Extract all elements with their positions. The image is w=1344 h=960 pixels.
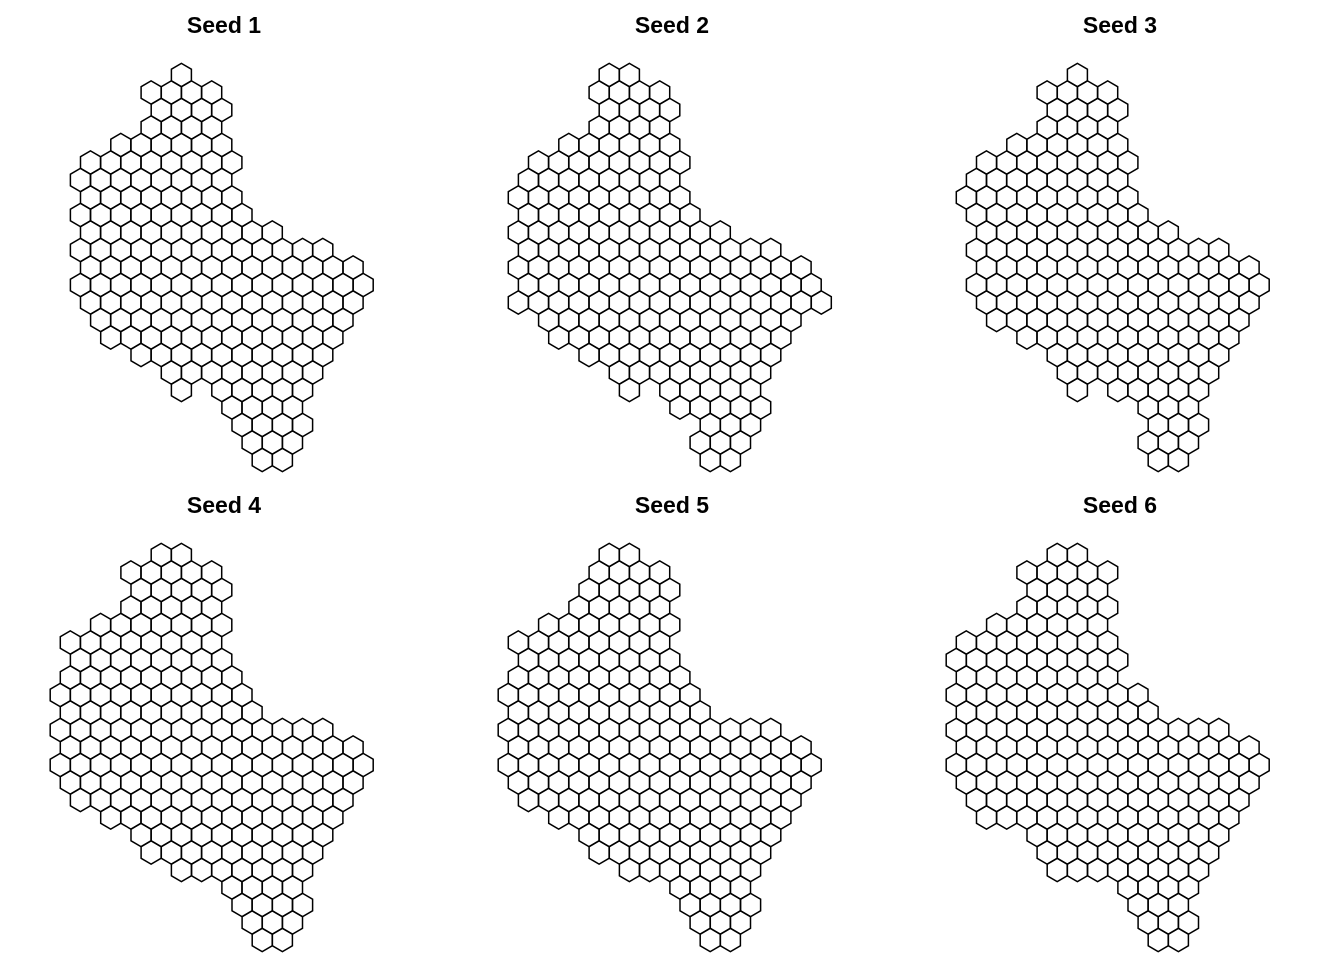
hexmap-seed-1 <box>69 62 374 473</box>
hex-cell <box>699 447 721 473</box>
panel-title: Seed 6 <box>1082 492 1158 518</box>
hex-cell <box>1066 857 1089 883</box>
hex-cell <box>975 805 998 830</box>
hex-cell <box>578 342 600 368</box>
panel-seed-6: Seed 6 <box>896 480 1344 960</box>
hex-cell <box>1107 377 1129 403</box>
panel-seed-3: Seed 3 <box>896 0 1344 480</box>
hex-cell <box>99 325 122 350</box>
hexmap-seed-4 <box>49 542 374 953</box>
panel-seed-2: Seed 2 <box>448 0 896 480</box>
hex-cell <box>1086 857 1109 883</box>
hexmap-seed-5 <box>497 542 822 953</box>
hex-cell <box>271 447 294 473</box>
hex-cell <box>170 377 193 403</box>
panel-title: Seed 2 <box>634 12 710 38</box>
hex-cell <box>669 395 691 420</box>
hex-cell <box>638 857 661 883</box>
hex-cell <box>810 290 833 315</box>
hex-cell <box>251 447 273 473</box>
panel-seed-4: Seed 4 <box>0 480 448 960</box>
panel-seed-1: Seed 1 <box>0 0 448 480</box>
hex-cell <box>1066 377 1089 403</box>
hexmap-seed-6 <box>945 542 1270 953</box>
hex-cell <box>140 840 162 865</box>
panel-seed-5: Seed 5 <box>448 480 896 960</box>
hex-cell <box>1147 447 1169 473</box>
hex-cell <box>699 927 721 953</box>
hex-cell <box>1016 325 1038 350</box>
hex-cell <box>251 927 273 953</box>
hex-cell <box>190 857 213 883</box>
hex-cell <box>1167 447 1190 473</box>
panel-title: Seed 5 <box>634 492 710 518</box>
hex-cell <box>99 805 122 830</box>
hexmap-seed-2 <box>507 62 833 473</box>
hex-cell <box>170 857 193 883</box>
hex-cell <box>588 840 610 865</box>
hex-cell <box>1167 927 1190 953</box>
hex-cell <box>271 927 294 953</box>
hex-cell <box>507 290 530 315</box>
panel-title: Seed 3 <box>1082 12 1158 38</box>
hex-cell <box>985 307 1008 333</box>
hex-cell <box>719 927 742 953</box>
hex-cell <box>618 377 641 403</box>
hex-cell <box>618 857 641 883</box>
hex-cell <box>1046 857 1068 883</box>
hex-cell <box>547 805 570 830</box>
hex-cell <box>547 325 570 350</box>
hex-cell <box>69 787 92 813</box>
hex-cell <box>719 447 742 473</box>
panel-title: Seed 1 <box>186 12 262 38</box>
hex-cell <box>1147 927 1169 953</box>
hex-cell <box>995 805 1018 830</box>
panel-title: Seed 4 <box>186 492 262 518</box>
hexmap-seed-3 <box>955 62 1270 473</box>
hex-cell <box>130 342 152 368</box>
hex-cell <box>517 787 540 813</box>
